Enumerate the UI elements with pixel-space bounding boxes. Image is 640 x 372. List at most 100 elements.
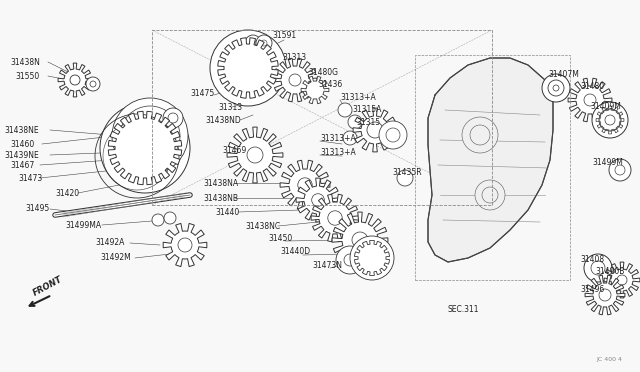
Text: 31407M: 31407M: [548, 70, 579, 78]
Text: 31492M: 31492M: [100, 253, 131, 262]
Circle shape: [256, 35, 272, 51]
Polygon shape: [585, 275, 625, 315]
Circle shape: [112, 98, 188, 174]
Circle shape: [348, 115, 362, 129]
Polygon shape: [332, 212, 388, 268]
Circle shape: [352, 232, 368, 248]
Polygon shape: [108, 111, 182, 185]
Text: 31408: 31408: [580, 256, 604, 264]
Text: 31490B: 31490B: [595, 267, 625, 276]
Text: 31313+A: 31313+A: [320, 134, 356, 142]
Circle shape: [615, 165, 625, 175]
Circle shape: [245, 35, 261, 51]
Text: 31313+A: 31313+A: [340, 93, 376, 102]
Circle shape: [462, 117, 498, 153]
Text: 31480: 31480: [580, 81, 604, 90]
Circle shape: [386, 128, 400, 142]
Text: 31438NE: 31438NE: [4, 125, 38, 135]
Circle shape: [247, 147, 263, 163]
Circle shape: [592, 102, 628, 138]
Polygon shape: [355, 240, 390, 276]
Circle shape: [599, 109, 621, 131]
Circle shape: [482, 187, 498, 203]
Circle shape: [137, 140, 153, 156]
Circle shape: [397, 170, 413, 186]
Circle shape: [261, 40, 267, 46]
Text: 31420: 31420: [55, 189, 79, 198]
Text: SEC.311: SEC.311: [448, 305, 479, 314]
Circle shape: [338, 103, 352, 117]
Circle shape: [542, 74, 570, 102]
Circle shape: [379, 121, 407, 149]
Polygon shape: [604, 262, 640, 298]
Circle shape: [343, 131, 357, 145]
Text: 31460: 31460: [10, 140, 35, 148]
Text: 31440D: 31440D: [280, 247, 310, 257]
Text: JC 400 4: JC 400 4: [596, 357, 622, 362]
Circle shape: [584, 94, 596, 106]
Text: 31469: 31469: [222, 145, 246, 154]
Text: 31435R: 31435R: [392, 167, 422, 176]
Text: 31409M: 31409M: [590, 102, 621, 110]
Circle shape: [609, 159, 631, 181]
Circle shape: [164, 212, 176, 224]
Circle shape: [70, 75, 80, 85]
Polygon shape: [218, 38, 278, 98]
Text: 31496: 31496: [580, 285, 604, 295]
Polygon shape: [227, 127, 283, 183]
Circle shape: [548, 80, 564, 96]
Text: 31499MA: 31499MA: [65, 221, 101, 230]
Circle shape: [312, 194, 324, 206]
Circle shape: [250, 40, 256, 46]
Text: 31450: 31450: [268, 234, 292, 243]
Text: 31475: 31475: [190, 89, 214, 97]
Circle shape: [344, 254, 356, 266]
Text: 31473: 31473: [18, 173, 42, 183]
Circle shape: [617, 275, 627, 285]
Circle shape: [591, 261, 605, 275]
Circle shape: [350, 236, 394, 280]
Text: 31438NC: 31438NC: [245, 221, 280, 231]
Circle shape: [328, 211, 342, 225]
Polygon shape: [353, 108, 397, 152]
Circle shape: [599, 289, 611, 301]
Bar: [415, 55, 570, 280]
Polygon shape: [58, 63, 92, 97]
Polygon shape: [163, 224, 207, 267]
Text: 31550: 31550: [15, 71, 39, 80]
Text: 31467: 31467: [10, 160, 35, 170]
Circle shape: [553, 85, 559, 91]
Text: 31495: 31495: [25, 203, 49, 212]
Text: 31436: 31436: [318, 80, 342, 89]
Text: 31473N: 31473N: [312, 260, 342, 269]
Text: 31440: 31440: [215, 208, 239, 217]
Circle shape: [367, 122, 383, 138]
Text: 31438N: 31438N: [10, 58, 40, 67]
Text: 31315A: 31315A: [352, 105, 381, 113]
Text: 31439NE: 31439NE: [4, 151, 39, 160]
Polygon shape: [280, 160, 330, 210]
Text: 31313: 31313: [282, 52, 306, 61]
Polygon shape: [296, 178, 340, 222]
Text: 31591: 31591: [272, 31, 296, 39]
Text: 31315: 31315: [356, 118, 380, 126]
Polygon shape: [311, 194, 359, 242]
Text: 31313: 31313: [218, 103, 242, 112]
Circle shape: [178, 238, 192, 252]
Circle shape: [90, 81, 96, 87]
Circle shape: [100, 103, 190, 193]
Circle shape: [605, 115, 615, 125]
Circle shape: [168, 113, 178, 123]
Text: 31480G: 31480G: [308, 67, 338, 77]
Text: 31492A: 31492A: [95, 237, 124, 247]
Text: FRONT: FRONT: [32, 275, 64, 298]
Text: 31438NB: 31438NB: [203, 193, 238, 202]
Polygon shape: [273, 58, 317, 102]
Text: 31499M: 31499M: [592, 157, 623, 167]
Circle shape: [475, 180, 505, 210]
Circle shape: [234, 54, 262, 82]
Circle shape: [152, 214, 164, 226]
Text: 31313+A: 31313+A: [320, 148, 356, 157]
Bar: [152, 30, 492, 205]
Text: 31438NA: 31438NA: [203, 179, 238, 187]
